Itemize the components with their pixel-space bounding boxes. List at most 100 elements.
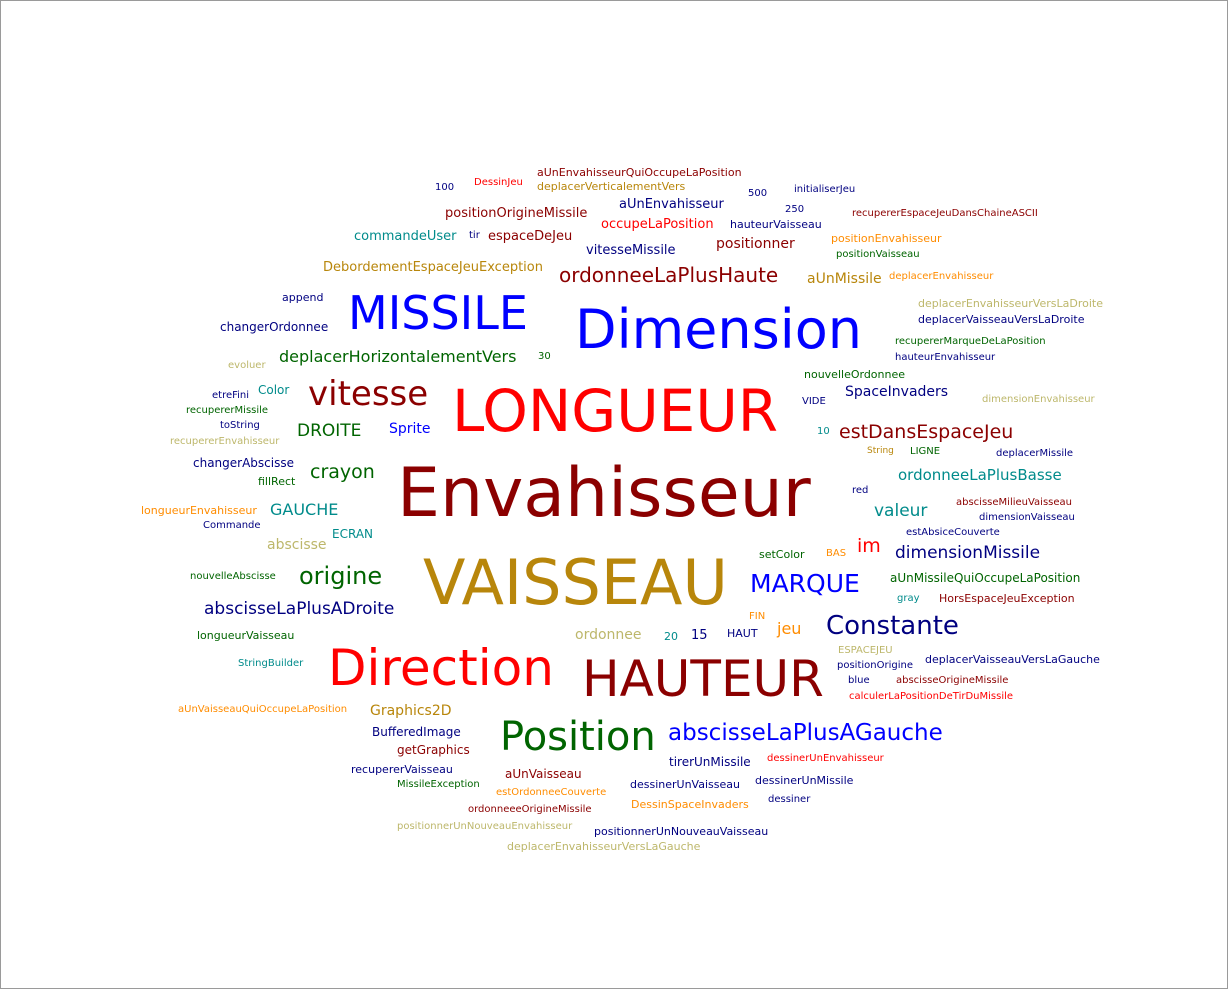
cloud-word: deplacerVaisseauVersLaDroite xyxy=(918,313,1085,326)
cloud-word: recupererMissile xyxy=(186,405,269,416)
cloud-word: positionVaisseau xyxy=(836,249,920,260)
cloud-word: HAUTEUR xyxy=(582,650,824,708)
cloud-word: VIDE xyxy=(802,396,826,407)
cloud-word: hauteurEnvahisseur xyxy=(895,352,996,363)
cloud-word: estAbsiceCouverte xyxy=(906,527,1000,538)
cloud-word: nouvelleAbscisse xyxy=(190,571,276,582)
cloud-word: setColor xyxy=(759,548,805,561)
cloud-word: LONGUEUR xyxy=(452,377,779,445)
cloud-word: MISSILE xyxy=(348,286,528,340)
cloud-word: 250 xyxy=(785,204,805,215)
cloud-word: recupererEnvahisseur xyxy=(170,436,280,447)
cloud-word: aUnVaisseauQuiOccupeLaPosition xyxy=(178,704,348,715)
cloud-word: red xyxy=(852,485,869,496)
cloud-word: blue xyxy=(848,675,870,686)
cloud-word: ordonneeLaPlusBasse xyxy=(898,466,1062,484)
cloud-word: ordonneeLaPlusHaute xyxy=(559,263,779,287)
cloud-word: DessinJeu xyxy=(474,177,523,188)
cloud-word: LIGNE xyxy=(910,446,941,457)
cloud-word: Direction xyxy=(328,639,554,697)
cloud-word: longueurVaisseau xyxy=(197,629,295,642)
cloud-word: ESPACEJEU xyxy=(838,645,893,656)
cloud-word: String xyxy=(867,446,894,456)
cloud-word: DROITE xyxy=(297,421,362,441)
cloud-word: ECRAN xyxy=(332,527,373,541)
cloud-word: dimensionVaisseau xyxy=(979,512,1075,523)
cloud-word: dessinerUnMissile xyxy=(755,774,854,787)
cloud-word: getGraphics xyxy=(397,743,470,757)
cloud-word: 30 xyxy=(538,351,551,362)
cloud-word: nouvelleOrdonnee xyxy=(804,368,906,381)
cloud-word: HAUT xyxy=(727,627,758,640)
cloud-word: aUnMissile xyxy=(807,271,882,287)
cloud-word: dimensionMissile xyxy=(895,543,1041,563)
cloud-word: Constante xyxy=(826,611,959,641)
cloud-word: Sprite xyxy=(389,421,431,437)
cloud-word: abscisseLaPlusAGauche xyxy=(668,720,943,746)
cloud-word: gray xyxy=(897,593,920,604)
cloud-word: longueurEnvahisseur xyxy=(141,504,257,517)
cloud-word: calculerLaPositionDeTirDuMissile xyxy=(849,691,1014,702)
cloud-word: crayon xyxy=(310,461,375,483)
cloud-word: positionnerUnNouveauEnvahisseur xyxy=(397,821,573,832)
cloud-word: append xyxy=(282,291,324,304)
cloud-word: changerOrdonnee xyxy=(220,320,329,334)
cloud-word: tir xyxy=(469,230,480,241)
cloud-word: fillRect xyxy=(258,475,296,488)
cloud-word: etreFini xyxy=(212,390,250,401)
cloud-word: aUnVaisseau xyxy=(505,767,582,781)
cloud-word: GAUCHE xyxy=(270,500,339,519)
cloud-word: deplacerVerticalementVers xyxy=(537,180,686,193)
cloud-word: deplacerEnvahisseur xyxy=(889,271,994,282)
cloud-word: dimensionEnvahisseur xyxy=(982,394,1095,405)
cloud-word: recupererVaisseau xyxy=(351,763,453,776)
cloud-word: DebordementEspaceJeuException xyxy=(323,260,543,275)
cloud-word: Position xyxy=(500,714,656,760)
cloud-word: hauteurVaisseau xyxy=(730,218,822,231)
cloud-word: MissileException xyxy=(397,779,480,790)
cloud-word: jeu xyxy=(777,619,802,638)
cloud-word: aUnEnvahisseurQuiOccupeLaPosition xyxy=(537,166,742,179)
cloud-word: abscisseOrigineMissile xyxy=(896,675,1009,686)
cloud-word: HorsEspaceJeuException xyxy=(939,592,1075,605)
cloud-word: tirerUnMissile xyxy=(669,755,751,769)
cloud-word: Envahisseur xyxy=(397,454,811,533)
cloud-word: im xyxy=(857,535,881,557)
cloud-word: positionOrigine xyxy=(837,660,913,671)
cloud-word: espaceDeJeu xyxy=(488,229,573,244)
cloud-word: MARQUE xyxy=(750,569,860,598)
cloud-word: recupererEspaceJeuDansChaineASCII xyxy=(852,208,1038,219)
cloud-word: BufferedImage xyxy=(372,725,461,739)
cloud-word: ordonnee xyxy=(575,627,642,643)
cloud-word: abscisseLaPlusADroite xyxy=(204,599,395,619)
cloud-word: origine xyxy=(299,562,383,590)
cloud-word: vitesse xyxy=(308,374,429,414)
cloud-word: 15 xyxy=(691,628,708,643)
cloud-word: changerAbscisse xyxy=(193,456,294,470)
cloud-word: deplacerMissile xyxy=(996,448,1074,459)
cloud-word: 100 xyxy=(435,182,455,193)
cloud-word: 20 xyxy=(664,630,678,643)
cloud-word: positionOrigineMissile xyxy=(445,206,588,221)
cloud-word: positionnerUnNouveauVaisseau xyxy=(594,825,769,838)
cloud-word: ordonneeeOrigineMissile xyxy=(468,804,592,815)
cloud-word: DessinSpaceInvaders xyxy=(631,798,749,811)
cloud-word: dessinerUnEnvahisseur xyxy=(767,753,884,764)
cloud-word: StringBuilder xyxy=(238,658,304,669)
cloud-word: Commande xyxy=(203,520,261,531)
cloud-word: commandeUser xyxy=(354,229,457,244)
cloud-word: 500 xyxy=(748,188,768,199)
cloud-word: 10 xyxy=(817,426,830,437)
cloud-word: abscisse xyxy=(267,537,327,553)
cloud-word: dessinerUnVaisseau xyxy=(630,778,740,791)
cloud-word: evoluer xyxy=(228,360,266,371)
cloud-word: vitesseMissile xyxy=(586,243,676,258)
cloud-word: abscisseMilieuVaisseau xyxy=(956,497,1072,508)
cloud-word: Graphics2D xyxy=(370,703,452,719)
cloud-word: positionEnvahisseur xyxy=(831,232,942,245)
cloud-word: estDansEspaceJeu xyxy=(839,421,1014,443)
cloud-word: dessiner xyxy=(768,794,811,805)
cloud-word: recupererMarqueDeLaPosition xyxy=(895,336,1046,347)
cloud-word: toString xyxy=(220,420,260,431)
